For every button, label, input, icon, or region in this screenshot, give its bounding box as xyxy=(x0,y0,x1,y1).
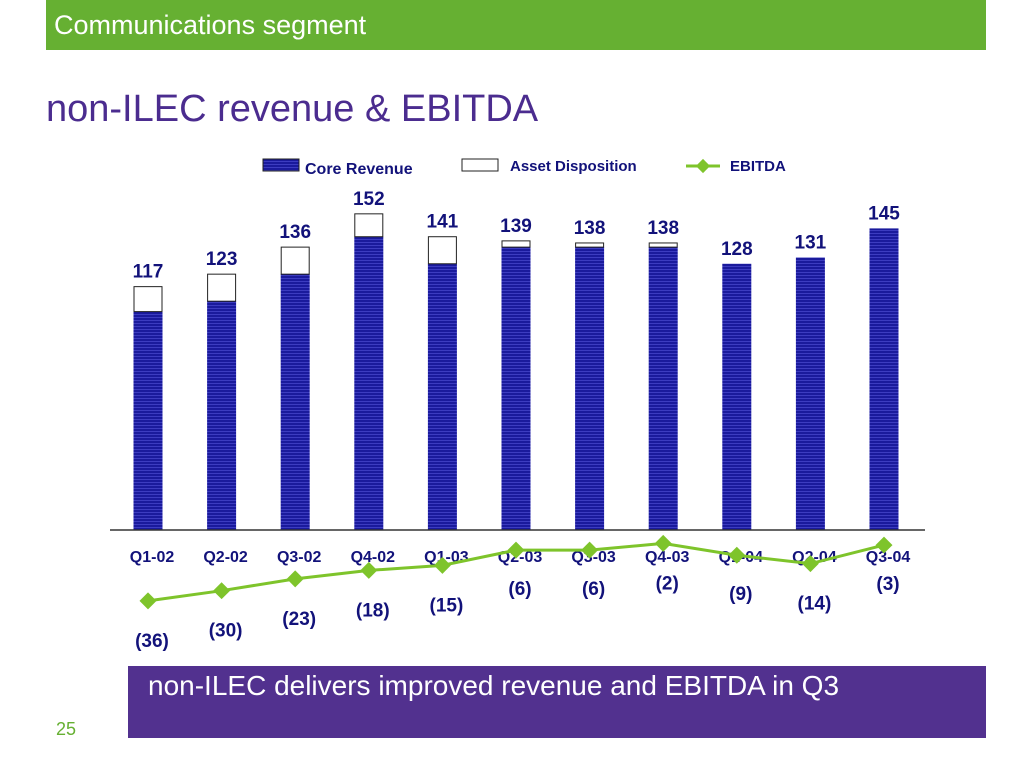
bar-total-label: 152 xyxy=(353,189,385,210)
x-tick-label: Q2-03 xyxy=(498,549,543,566)
ebitda-point xyxy=(213,582,231,600)
bar-total-label: 123 xyxy=(206,249,238,270)
key-message-text: non-ILEC delivers improved revenue and E… xyxy=(148,670,840,701)
ebitda-label: (6) xyxy=(508,579,531,600)
ebitda-point xyxy=(433,556,451,574)
core-revenue-bar xyxy=(795,257,825,530)
chart-legend: Core Revenue Asset Disposition EBITDA xyxy=(262,158,786,178)
bar-total-label: 138 xyxy=(647,218,679,239)
bar-total-label: 138 xyxy=(574,218,606,239)
core-revenue-bar xyxy=(501,247,531,530)
ebitda-point xyxy=(875,536,893,554)
ebitda-series: (36) (30) (23) (18) (15) (6) (6) (2) (9) (14) (3) xyxy=(135,534,900,652)
ebitda-point xyxy=(360,561,378,579)
bar-total-label: 136 xyxy=(279,222,311,243)
ebitda-label: (18) xyxy=(356,600,390,621)
ebitda-label: (30) xyxy=(209,621,243,642)
x-tick-label: Q2-02 xyxy=(203,549,248,566)
slide-title: non-ILEC revenue & EBITDA xyxy=(46,88,539,130)
core-revenue-bar xyxy=(869,228,899,530)
x-tick-label: Q4-03 xyxy=(645,549,690,566)
bar-total-label: 141 xyxy=(427,212,459,233)
legend-label-asset-disposition: Asset Disposition xyxy=(510,158,637,175)
x-tick-label: Q3-02 xyxy=(277,549,322,566)
ebitda-point xyxy=(507,541,525,559)
asset-disposition-bar xyxy=(575,242,605,248)
ebitda-point xyxy=(139,592,157,610)
ebitda-label: (3) xyxy=(876,574,899,595)
core-revenue-bar xyxy=(427,263,457,530)
bar-total-labels: 117 123 136 152 141 139 138 138 128 131 145 xyxy=(133,189,901,283)
ebitda-point xyxy=(801,555,819,573)
x-tick-label: Q1-02 xyxy=(130,549,175,566)
bar-total-label: 117 xyxy=(133,262,164,283)
core-revenue-bar xyxy=(722,263,752,530)
core-revenue-bar xyxy=(133,311,163,530)
ebitda-label: (23) xyxy=(282,609,316,630)
x-tick-label: Q3-03 xyxy=(571,549,616,566)
legend-swatch-core-revenue xyxy=(262,158,300,172)
ebitda-point xyxy=(581,541,599,559)
bar-total-label: 131 xyxy=(795,233,827,254)
ebitda-point xyxy=(728,546,746,564)
ebitda-label: (6) xyxy=(582,579,605,600)
ebitda-label: (15) xyxy=(430,595,464,616)
x-tick-label: Q4-02 xyxy=(351,549,396,566)
section-title: Communications segment xyxy=(54,10,367,40)
legend-label-ebitda: EBITDA xyxy=(730,158,786,175)
core-revenue-bar xyxy=(280,274,310,530)
ebitda-point xyxy=(654,534,672,552)
asset-disposition-bar xyxy=(207,273,237,302)
asset-disposition-bar xyxy=(648,242,678,248)
core-revenue-bar xyxy=(354,236,384,530)
bar-total-label: 139 xyxy=(500,216,532,237)
asset-disposition-bar xyxy=(501,240,531,248)
section-banner: Communications segment xyxy=(46,0,986,50)
ebitda-label: (36) xyxy=(135,631,169,652)
key-message-box: non-ILEC delivers improved revenue and E… xyxy=(128,666,986,738)
asset-disposition-bar xyxy=(427,236,457,265)
ebitda-label: (14) xyxy=(798,594,832,615)
bar-group xyxy=(133,213,899,530)
legend-swatch-asset-disposition xyxy=(461,158,499,172)
ebitda-label: (9) xyxy=(729,584,752,605)
asset-disposition-bar xyxy=(133,286,163,313)
ebitda-point xyxy=(286,570,304,588)
page-number: 25 xyxy=(56,719,77,739)
x-tick-label: Q3-04 xyxy=(866,549,911,566)
core-revenue-bar xyxy=(575,247,605,530)
core-revenue-bar xyxy=(648,247,678,530)
core-revenue-bar xyxy=(207,301,237,530)
bar-total-label: 145 xyxy=(868,203,900,224)
asset-disposition-bar xyxy=(280,246,310,275)
ebitda-label: (2) xyxy=(656,573,679,594)
bar-total-label: 128 xyxy=(721,239,753,260)
legend-label-core-revenue: Core Revenue xyxy=(305,161,413,178)
legend-swatch-ebitda-marker xyxy=(695,158,711,174)
asset-disposition-bar xyxy=(354,213,384,238)
